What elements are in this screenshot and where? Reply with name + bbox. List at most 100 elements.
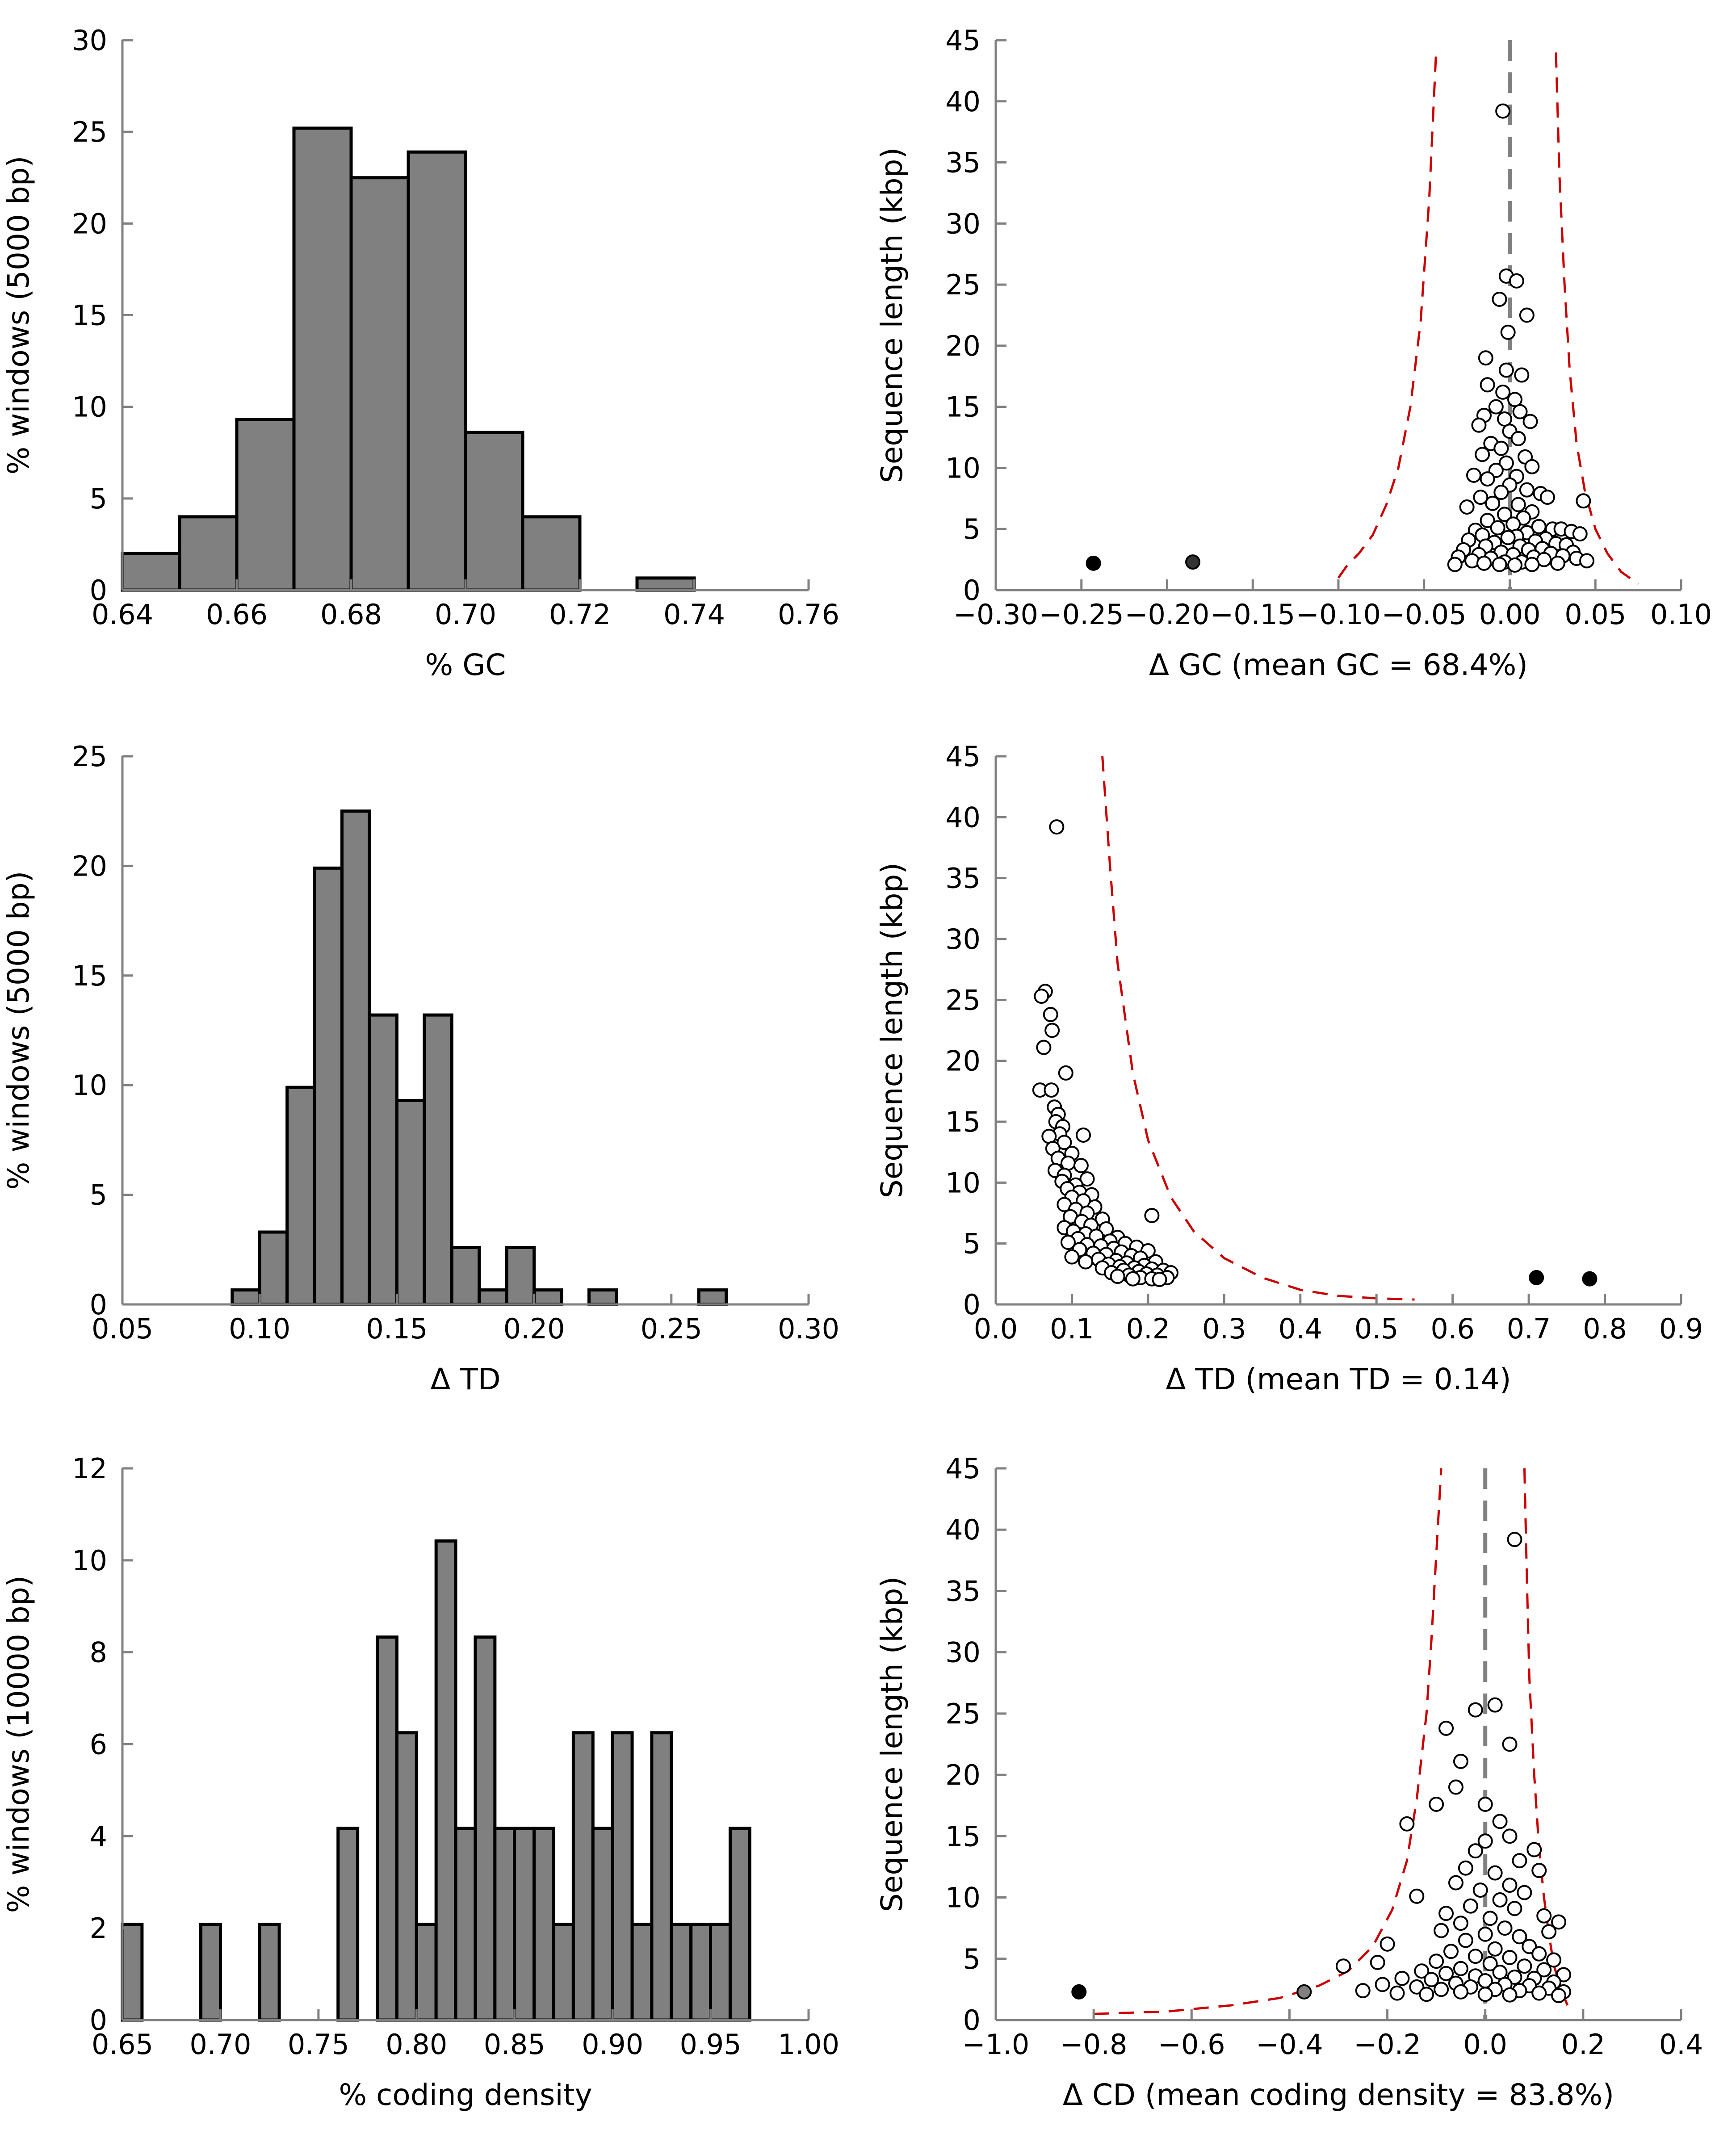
histogram-bar	[199, 1923, 222, 2022]
scatter-point	[1380, 1936, 1395, 1952]
scatter-point	[1493, 440, 1509, 456]
histogram-bar	[423, 1013, 453, 1306]
y-tick-label: 20	[945, 330, 981, 362]
scatter-point	[1034, 989, 1049, 1004]
scatter-point	[1466, 467, 1481, 483]
scatter-point	[1477, 1987, 1493, 2002]
scatter-point	[1485, 495, 1501, 511]
scatter-point	[1507, 1901, 1522, 1916]
x-tick-label: 0.68	[320, 598, 382, 631]
y-tick-label: 15	[945, 1820, 981, 1853]
histogram-bar	[258, 1923, 281, 2022]
scatter-point	[1497, 507, 1512, 522]
histogram-bar	[368, 1013, 398, 1306]
histogram-bar	[474, 1635, 497, 2022]
x-tick-label: 1.00	[778, 2028, 839, 2061]
x-tick-label: 0.5	[1354, 1312, 1399, 1345]
histogram-bar	[313, 866, 344, 1306]
scatter-point	[1076, 1127, 1091, 1143]
x-tick-label: 0.30	[778, 1312, 839, 1345]
x-tick-label: 0.6	[1430, 1312, 1475, 1345]
scatter-point	[1370, 1955, 1385, 1970]
scatter-point	[1060, 1234, 1076, 1250]
scatter-point	[1576, 493, 1591, 509]
scatter-point	[1495, 103, 1511, 119]
scatter-point	[1502, 1987, 1518, 2003]
scatter-point	[1475, 447, 1490, 462]
scatter-point	[1579, 553, 1595, 569]
scatter-point	[1429, 1796, 1444, 1812]
gc-scatter-panel: −0.30 −0.25 −0.20 −0.15 −0.10 −0.05 0.00 0.05 0.…	[875, 24, 1712, 682]
scatter-point	[1531, 1985, 1547, 2001]
y-tick-label: 30	[945, 923, 981, 956]
scatter-point	[1480, 513, 1495, 528]
x-tick-label: 0.70	[189, 2028, 251, 2061]
cd-scatter-panel: −1.0 −0.8 −0.6 −0.4 −0.2 0.0 0.2 0.4 0 5 10 15 20 25 3…	[875, 1452, 1703, 2112]
scatter-point	[1526, 1842, 1542, 1857]
y-tick-label: 10	[72, 1544, 107, 1577]
scatter-point	[1512, 1929, 1527, 1945]
scatter-point	[1478, 350, 1493, 366]
y-tick-label: 0	[90, 574, 107, 607]
scatter-point	[1448, 1875, 1463, 1891]
outlier-point	[1071, 1984, 1087, 2000]
y-axis-label: % windows (5000 bp)	[1, 871, 36, 1190]
x-axis-label: Δ TD	[430, 1362, 500, 1396]
scatter-point	[1519, 482, 1535, 498]
histogram-bar	[533, 1288, 563, 1306]
x-tick-label: 0.20	[503, 1312, 565, 1345]
x-tick-label: −0.20	[1125, 598, 1210, 631]
x-tick-label: 0.74	[663, 598, 725, 631]
scatter-point	[1536, 1962, 1552, 1978]
scatter-point	[1551, 1988, 1567, 2004]
x-tick-label: 0.9	[1659, 1312, 1703, 1345]
histogram-bar	[630, 1923, 654, 2022]
scatter-point	[1541, 1924, 1557, 1940]
x-tick-label: −1.0	[962, 2028, 1030, 2061]
outlier-point	[1529, 1270, 1544, 1286]
y-tick-label: 20	[945, 1045, 981, 1077]
scatter-point	[1490, 520, 1505, 536]
scatter-point	[1498, 455, 1514, 471]
histogram-bar	[513, 1827, 536, 2022]
threshold-curve-left	[1337, 52, 1438, 579]
y-tick-label: 6	[90, 1728, 107, 1761]
histogram-bar	[178, 515, 239, 592]
histogram-bar	[505, 1245, 536, 1306]
y-tick-label: 45	[945, 740, 981, 773]
histogram-bar	[395, 1731, 418, 2022]
y-axis-label: Sequence length (kbp)	[875, 1576, 909, 1912]
scatter-point	[1438, 1906, 1454, 1921]
y-tick-label: 5	[963, 513, 981, 545]
scatter-point	[1477, 1926, 1493, 1942]
histogram-bar	[611, 1731, 634, 2022]
y-tick-label: 25	[945, 268, 981, 301]
scatter-point	[1463, 1898, 1478, 1914]
x-tick-label: −0.15	[1210, 598, 1295, 631]
x-tick-label: 0.15	[366, 1312, 428, 1345]
x-axis-label: Δ TD (mean TD = 0.14)	[1166, 1362, 1511, 1396]
histogram-bar	[571, 1731, 595, 2022]
scatter-point	[1510, 431, 1526, 446]
scatter-point	[1049, 819, 1065, 835]
scatter-point	[1443, 1944, 1459, 1959]
x-tick-label: −0.8	[1060, 2028, 1128, 2061]
histogram-bar	[591, 1827, 614, 2022]
histogram-bar	[231, 1288, 261, 1306]
x-tick-label: 0.2	[1561, 2028, 1606, 2061]
histogram-bar	[493, 1827, 516, 2022]
scatter-point	[1448, 1779, 1463, 1795]
histogram-bar	[285, 1086, 316, 1306]
x-tick-label: 0.10	[1650, 598, 1712, 631]
x-tick-label: 0.70	[435, 598, 496, 631]
threshold-curve-right	[1101, 756, 1415, 1301]
scatter-point	[1394, 1970, 1410, 1986]
x-tick-label: 0.0	[1463, 2028, 1507, 2061]
y-axis-label: % windows (10000 bp)	[1, 1576, 36, 1913]
x-tick-label: 0.05	[92, 1312, 153, 1345]
scatter-point	[1468, 1843, 1483, 1859]
x-tick-label: 0.3	[1202, 1312, 1246, 1345]
y-tick-label: 15	[72, 960, 107, 992]
scatter-point	[1572, 526, 1588, 542]
scatter-point	[1434, 1982, 1449, 1997]
